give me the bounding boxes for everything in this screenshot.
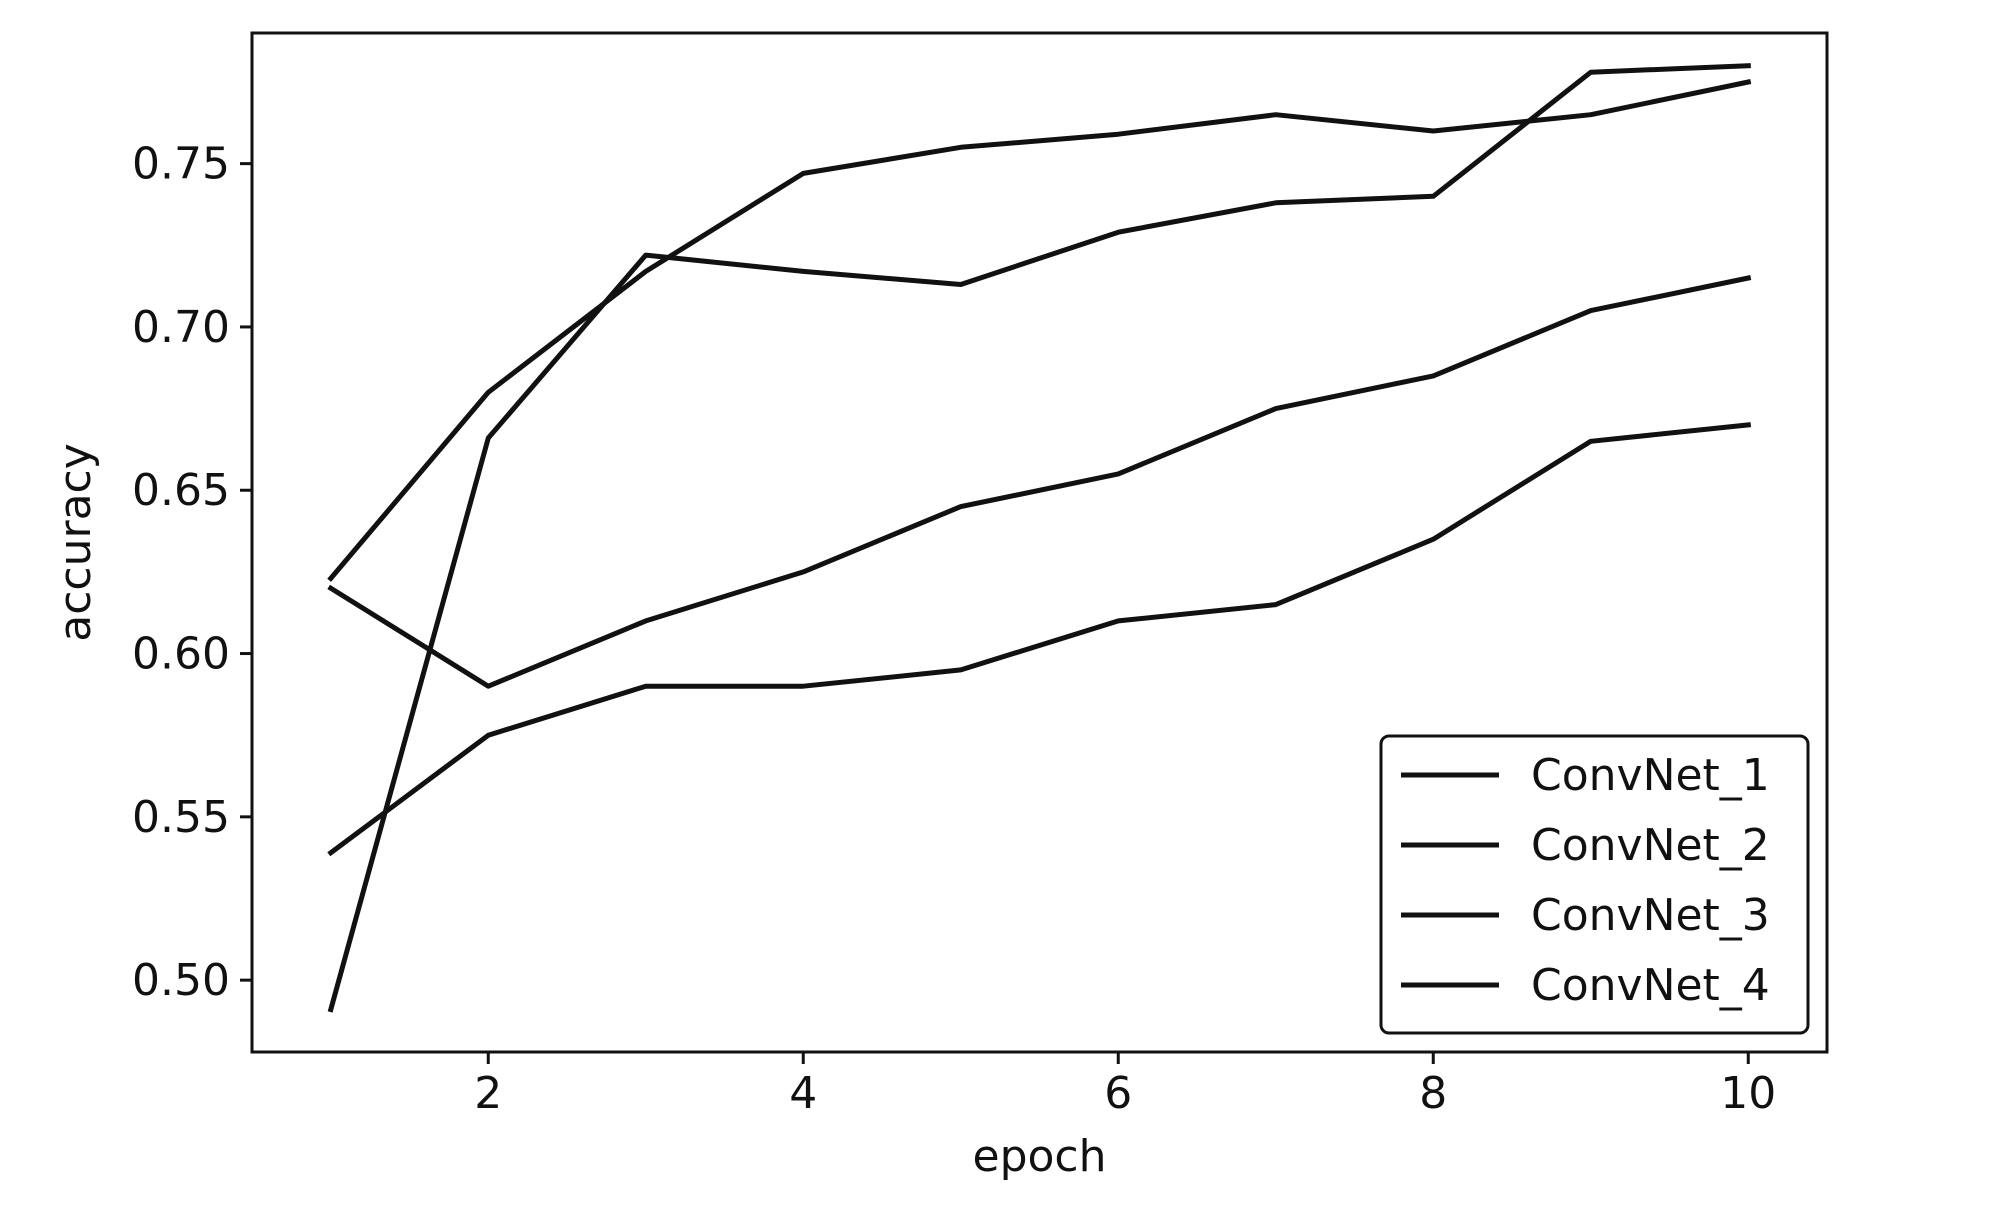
y-tick-label: 0.55 [132, 792, 230, 843]
series-layer [327, 63, 1752, 1013]
x-tick-label: 8 [1419, 1068, 1447, 1119]
series-line-2 [327, 63, 1751, 1013]
series-line-3 [327, 275, 1752, 689]
y-tick-label: 0.50 [132, 955, 230, 1006]
y-tick-label: 0.70 [132, 302, 230, 353]
x-tick-label: 4 [789, 1068, 817, 1119]
y-tick-label: 0.65 [132, 465, 230, 516]
x-tick-label: 2 [474, 1068, 502, 1119]
legend-label: ConvNet_1 [1531, 750, 1770, 801]
series-line-4 [327, 422, 1752, 857]
y-tick-label: 0.75 [132, 139, 230, 190]
legend-label: ConvNet_4 [1531, 960, 1770, 1011]
legend: ConvNet_1 ConvNet_2 ConvNet_3 ConvNet_4 [1379, 734, 1810, 1035]
legend-label: ConvNet_2 [1531, 820, 1770, 871]
x-axis-title: epoch [973, 1131, 1107, 1182]
x-tick-label: 6 [1104, 1068, 1132, 1119]
y-tick-label: 0.60 [132, 629, 230, 680]
plot-frame [250, 31, 1829, 1054]
series-line-1 [327, 79, 1752, 582]
x-axis: 2 4 6 8 10 [474, 1052, 1776, 1119]
legend-box [1379, 734, 1810, 1035]
x-tick-label: 10 [1720, 1068, 1776, 1119]
legend-label: ConvNet_3 [1531, 890, 1770, 941]
y-axis-title: accuracy [50, 443, 101, 642]
y-axis: 0.50 0.55 0.60 0.65 0.70 0.75 [132, 139, 252, 1006]
